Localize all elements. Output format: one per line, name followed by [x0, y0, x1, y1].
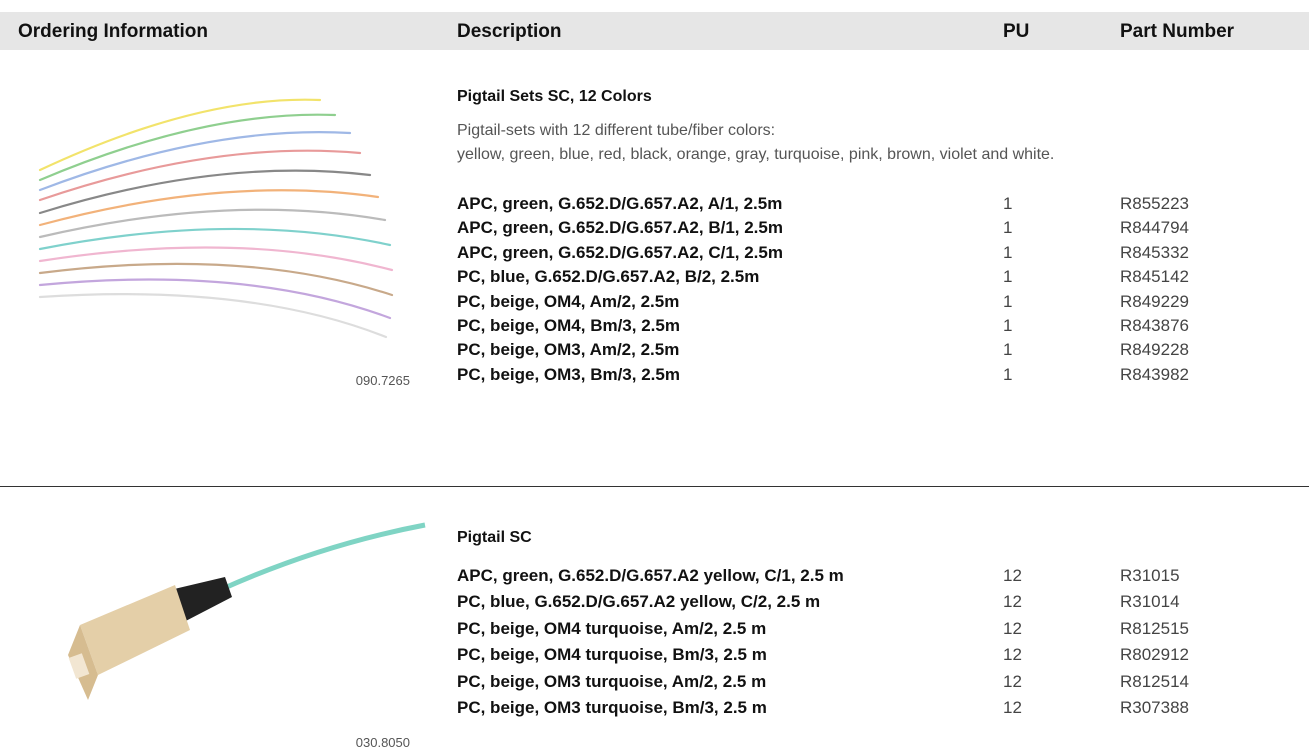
- pu: 1: [1003, 194, 1013, 213]
- pigtail-sc-image: [68, 522, 426, 700]
- part-number: R855223: [1120, 194, 1190, 213]
- pu: 1: [1003, 316, 1013, 335]
- pu: 1: [1003, 364, 1013, 384]
- item-description: PC, blue, G.652.D/G.657.A2, B/2, 2.5m: [457, 267, 760, 287]
- header-column: PU: [1003, 21, 1030, 42]
- item-description: APC, green, G.652.D/G.657.A2, C/1, 2.5m: [457, 242, 783, 262]
- item-description: APC, green, G.652.D/G.657.A2, A/1, 2.5m: [457, 194, 783, 213]
- section-description: yellow, green, blue, red, black, orange,…: [457, 146, 1055, 163]
- part-number: R31015: [1120, 566, 1180, 585]
- pu: 12: [1003, 566, 1022, 585]
- header-column: Description: [457, 21, 562, 42]
- part-number: R31014: [1120, 592, 1180, 612]
- part-number: R849228: [1120, 340, 1190, 360]
- item-description: APC, green, G.652.D/G.657.A2, B/1, 2.5m: [457, 218, 783, 238]
- item-description: PC, beige, OM3 turquoise, Bm/3, 2.5 m: [457, 698, 767, 717]
- pu: 1: [1003, 267, 1013, 287]
- pu: 1: [1003, 291, 1013, 311]
- pigtail-set-image: [38, 98, 394, 339]
- section-title: Pigtail SC: [457, 529, 532, 546]
- part-number: R849229: [1120, 291, 1190, 311]
- pu: 12: [1003, 698, 1022, 717]
- pu: 12: [1003, 618, 1022, 638]
- pu: 1: [1003, 242, 1013, 262]
- item-description: PC, beige, OM4 turquoise, Bm/3, 2.5 m: [457, 645, 767, 665]
- item-description: PC, beige, OM3, Bm/3, 2.5m: [457, 364, 680, 384]
- part-number: R812515: [1120, 618, 1190, 638]
- item-description: PC, beige, OM4 turquoise, Am/2, 2.5 m: [457, 618, 767, 638]
- header-column: Ordering Information: [18, 21, 208, 42]
- part-number: R307388: [1120, 698, 1190, 717]
- image-code: 090.7265: [355, 373, 410, 388]
- section-title: Pigtail Sets SC, 12 Colors: [457, 88, 652, 105]
- item-description: PC, beige, OM3, Am/2, 2.5m: [457, 340, 680, 360]
- part-number: R845332: [1120, 242, 1190, 262]
- section-divider: [0, 486, 1309, 487]
- pu: 12: [1003, 592, 1022, 612]
- part-number: R843982: [1120, 364, 1190, 384]
- part-number: R845142: [1120, 267, 1190, 287]
- part-number: R802912: [1120, 645, 1190, 665]
- pu: 1: [1003, 340, 1013, 360]
- section-description: Pigtail-sets with 12 different tube/fibe…: [457, 122, 776, 139]
- item-description: APC, green, G.652.D/G.657.A2 yellow, C/1…: [457, 566, 844, 585]
- item-description: PC, beige, OM4, Am/2, 2.5m: [457, 291, 680, 311]
- item-description: PC, blue, G.652.D/G.657.A2 yellow, C/2, …: [457, 592, 821, 612]
- item-description: PC, beige, OM4, Bm/3, 2.5m: [457, 316, 680, 335]
- item-description: PC, beige, OM3 turquoise, Am/2, 2.5 m: [457, 671, 767, 691]
- part-number: R812514: [1120, 671, 1190, 691]
- pu: 12: [1003, 671, 1022, 691]
- pu: 1: [1003, 218, 1013, 238]
- part-number: R843876: [1120, 316, 1190, 335]
- image-code: 030.8050: [355, 735, 410, 750]
- header-bar: [0, 12, 1309, 50]
- pu: 12: [1003, 645, 1022, 665]
- header-column: Part Number: [1120, 21, 1235, 42]
- part-number: R844794: [1120, 218, 1190, 238]
